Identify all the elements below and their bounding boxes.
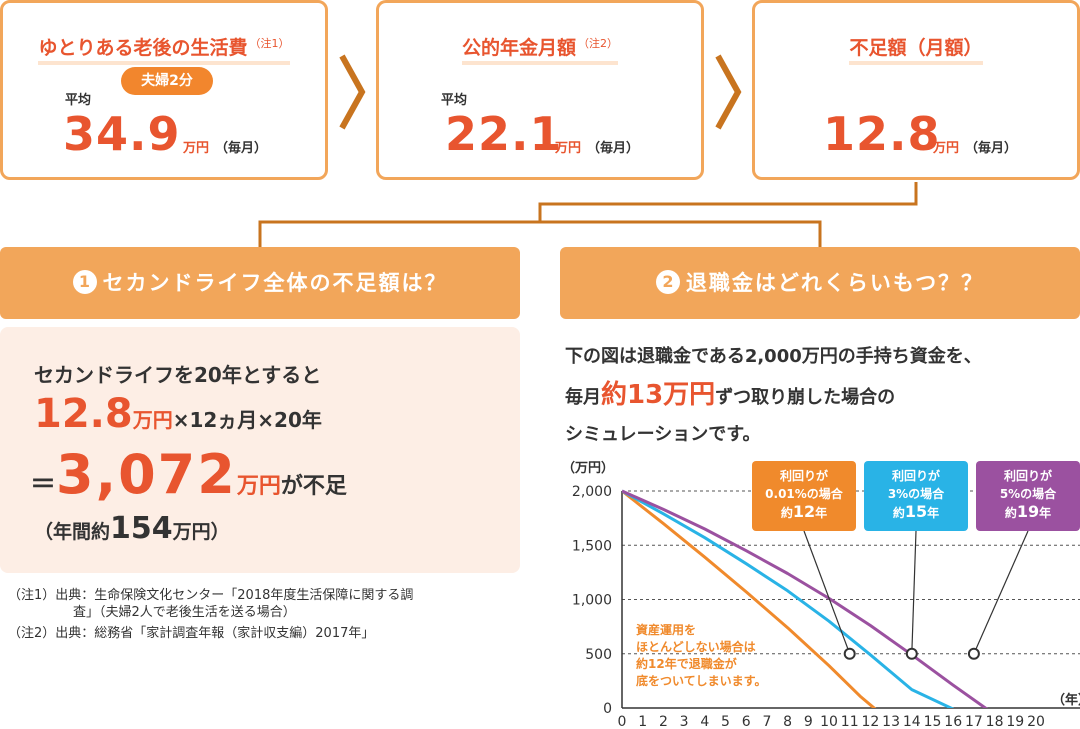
x-tick-label: 15: [924, 714, 942, 729]
shortfall-per: （毎月）: [965, 141, 1018, 156]
average-label: 平均: [65, 93, 92, 108]
couple-badge: 夫婦2分: [121, 67, 213, 95]
condition-text: セカンドライフを20年とすると: [34, 363, 322, 387]
shortfall-box: 不足額（月額） 12.8 万円 （毎月）: [752, 0, 1080, 180]
leader-line: [973, 530, 1029, 654]
living-cost-unit: 万円: [183, 141, 210, 156]
pension-title: 公的年金月額 （注2）: [379, 33, 701, 65]
chevron-right-icon: [339, 54, 366, 130]
note-2: （注2）出典：総務省「家計調査年報（家計収支編）2017年」: [8, 626, 375, 641]
y-tick-label: 1,500: [572, 538, 612, 554]
x-tick-label: 13: [882, 714, 900, 729]
x-tick-label: 12: [861, 714, 879, 729]
x-tick-label: 11: [841, 714, 859, 729]
shortfall-value: 12.8: [823, 107, 941, 161]
y-tick-label: 0: [603, 701, 612, 717]
x-tick-label: 17: [965, 714, 983, 729]
description-line-2: 毎月約13万円ずつ取り崩した場合の: [565, 380, 896, 410]
x-tick-label: 18: [986, 714, 1004, 729]
section1-body: セカンドライフを20年とすると 12.8万円×12ヵ月×20年 ＝3,072万円…: [0, 327, 520, 573]
pension-per: （毎月）: [587, 141, 640, 156]
description-line-1: 下の図は退職金である2,000万円の手持ち資金を、: [565, 346, 982, 367]
chart-annotation: 資産運用を ほとんどしない場合は 約12年で退職金が 底をついてしまいます。: [636, 623, 767, 688]
x-tick-label: 14: [903, 714, 921, 729]
x-tick-label: 3: [680, 714, 689, 729]
callout-3-percent: 利回りが 3%の場合 約15年: [864, 461, 968, 531]
note-1: （注1）出典：生命保険文化センター「2018年度生活保障に関する調: [8, 588, 414, 603]
annual-line: （年間約154万円）: [34, 511, 230, 546]
calc-line: 12.8万円×12ヵ月×20年: [34, 391, 322, 437]
x-tick-label: 19: [1006, 714, 1024, 729]
x-tick-label: 8: [783, 714, 792, 729]
x-tick-label: 9: [804, 714, 813, 729]
leader-line: [911, 530, 917, 654]
number-one-icon: 1: [72, 270, 97, 294]
number-two-icon: 2: [655, 270, 680, 294]
section2-header: 2 退職金はどれくらいもつ？？: [560, 247, 1080, 319]
shortfall-title: 不足額（月額）: [755, 33, 1077, 65]
marker-point: [905, 647, 918, 660]
pension-box: 公的年金月額 （注2） 平均 22.1 万円 （毎月）: [376, 0, 704, 180]
description-line-3: シミュレーションです。: [565, 424, 761, 445]
chevron-right-icon: [715, 54, 742, 130]
x-axis-title: （年）: [1052, 692, 1080, 708]
note-1-cont: 査」（夫婦2人で老後生活を送る場合）: [8, 605, 296, 620]
y-tick-label: 500: [585, 647, 612, 663]
callout-0.01-percent: 利回りが 0.01%の場合 約12年: [752, 461, 856, 531]
shortfall-unit: 万円: [933, 141, 960, 156]
pension-value: 22.1: [445, 107, 563, 161]
x-tick-label: 7: [762, 714, 771, 729]
living-cost-value: 34.9: [63, 107, 181, 161]
x-tick-label: 1: [638, 714, 647, 729]
callout-5-percent: 利回りが 5%の場合 約19年: [976, 461, 1080, 531]
y-axis-title: （万円）: [562, 460, 614, 476]
total-line: ＝3,072万円が不足: [30, 443, 347, 506]
living-cost-per: （毎月）: [215, 141, 268, 156]
living-cost-box: ゆとりある老後の生活費 （注1） 夫婦2分 平均 34.9 万円 （毎月）: [0, 0, 328, 180]
average-label: 平均: [441, 93, 468, 108]
series-line-0: [622, 489, 877, 708]
section1-header: 1 セカンドライフ全体の不足額は？: [0, 247, 520, 319]
x-tick-label: 10: [820, 714, 838, 729]
x-tick-label: 5: [721, 714, 730, 729]
x-tick-label: 2: [659, 714, 668, 729]
marker-point: [967, 647, 980, 660]
leader-line: [803, 530, 851, 654]
marker-point: [843, 647, 856, 660]
series-line-1: [622, 489, 954, 708]
connector-lines: [258, 182, 918, 247]
x-tick-label: 0: [618, 714, 627, 729]
living-cost-title: ゆとりある老後の生活費 （注1）: [3, 33, 325, 65]
y-tick-label: 2,000: [572, 484, 612, 500]
x-tick-label: 20: [1027, 714, 1045, 729]
x-tick-label: 6: [742, 714, 751, 729]
y-tick-label: 1,000: [572, 593, 612, 609]
x-tick-label: 16: [944, 714, 962, 729]
pension-unit: 万円: [555, 141, 582, 156]
x-tick-label: 4: [700, 714, 709, 729]
